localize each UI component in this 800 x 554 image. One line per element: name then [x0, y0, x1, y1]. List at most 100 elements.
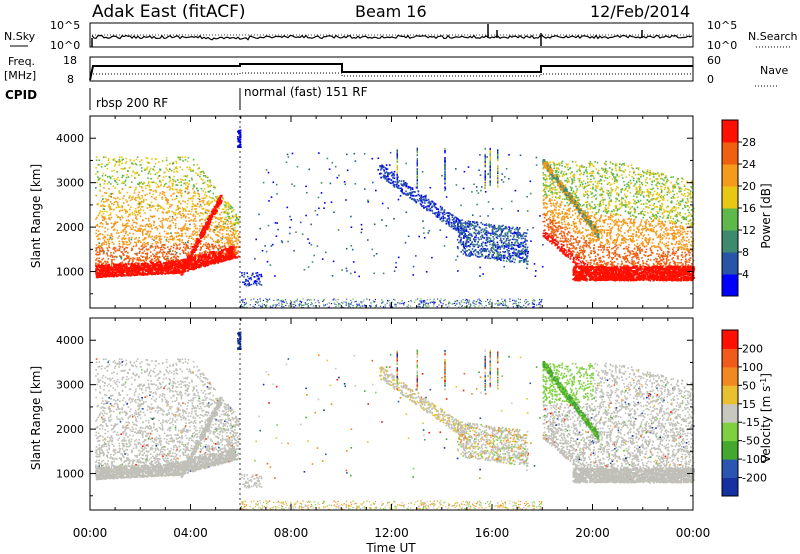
- data-point: [520, 237, 523, 240]
- data-point: [109, 201, 112, 203]
- data-point: [103, 236, 106, 238]
- data-point: [117, 205, 120, 208]
- data-point: [201, 208, 203, 210]
- data-point: [165, 239, 168, 241]
- data-point: [492, 236, 494, 238]
- data-point: [159, 247, 162, 249]
- data-point: [154, 273, 157, 276]
- data-point: [129, 274, 132, 277]
- data-point: [202, 207, 205, 210]
- data-point: [495, 228, 498, 230]
- data-point: [260, 273, 262, 276]
- data-point: [155, 226, 158, 228]
- data-point: [360, 223, 363, 226]
- data-point: [164, 183, 166, 186]
- data-point: [392, 177, 394, 179]
- data-point: [172, 250, 174, 252]
- data-point: [113, 201, 116, 203]
- data-point: [114, 160, 117, 162]
- data-point: [116, 221, 119, 223]
- data-point: [167, 257, 169, 260]
- data-point: [193, 229, 195, 232]
- data-point: [208, 217, 210, 220]
- data-point: [108, 246, 111, 249]
- data-point: [107, 198, 109, 201]
- data-point: [181, 178, 183, 181]
- data-point: [96, 235, 99, 238]
- data-point: [102, 242, 104, 244]
- data-point: [182, 210, 185, 212]
- data-point: [140, 264, 143, 267]
- data-point: [177, 235, 180, 237]
- data-point: [463, 170, 466, 173]
- data-point: [291, 183, 293, 185]
- data-point: [153, 257, 156, 260]
- data-point: [111, 226, 113, 229]
- data-point: [215, 258, 218, 261]
- data-point: [150, 189, 152, 191]
- data-point: [189, 197, 192, 200]
- data-point: [162, 207, 164, 210]
- data-point: [122, 242, 124, 244]
- data-point: [454, 228, 456, 230]
- data-point: [118, 192, 121, 194]
- data-point: [508, 259, 510, 261]
- data-point: [113, 243, 115, 245]
- data-point: [217, 261, 220, 264]
- data-point: [147, 236, 150, 238]
- data-point: [105, 262, 107, 265]
- data-point: [224, 222, 227, 225]
- data-point: [107, 228, 109, 231]
- data-point: [223, 252, 226, 255]
- data-point: [233, 236, 236, 238]
- data-point: [422, 227, 425, 229]
- data-point: [178, 238, 181, 240]
- data-point: [113, 203, 115, 206]
- data-point: [227, 240, 229, 243]
- data-point: [154, 173, 157, 175]
- data-point: [203, 252, 206, 255]
- data-point: [184, 228, 186, 231]
- data-point: [161, 191, 164, 193]
- data-point: [120, 231, 122, 233]
- data-point: [162, 179, 164, 182]
- data-point: [199, 171, 202, 173]
- data-point: [192, 215, 194, 217]
- data-point: [149, 206, 151, 208]
- data-point: [249, 284, 251, 286]
- data-point: [155, 259, 158, 261]
- data-point: [188, 258, 191, 261]
- data-point: [195, 267, 197, 270]
- data-point: [397, 198, 400, 201]
- data-point: [191, 179, 193, 181]
- data-point: [509, 244, 512, 247]
- data-point: [173, 239, 175, 241]
- data-point: [175, 166, 178, 168]
- data-point: [151, 228, 153, 230]
- data-point: [214, 211, 217, 214]
- data-point: [132, 221, 135, 224]
- data-point: [145, 256, 148, 259]
- data-point: [429, 186, 432, 189]
- data-point: [125, 199, 127, 201]
- data-point: [210, 260, 212, 263]
- data-point: [180, 214, 182, 217]
- data-point: [167, 270, 169, 273]
- data-point: [201, 212, 203, 215]
- data-point: [103, 183, 106, 185]
- data-point: [233, 209, 235, 211]
- data-point: [101, 247, 103, 249]
- data-point: [496, 241, 499, 244]
- data-point: [486, 156, 488, 158]
- data-point: [227, 202, 230, 205]
- data-point: [479, 236, 482, 238]
- data-point: [135, 163, 138, 166]
- data-point: [115, 221, 117, 224]
- data-point: [143, 238, 146, 241]
- data-point: [512, 226, 514, 229]
- data-point: [186, 160, 189, 163]
- data-point: [202, 175, 205, 177]
- data-point: [102, 179, 104, 181]
- data-point: [203, 172, 205, 174]
- data-point: [100, 261, 102, 263]
